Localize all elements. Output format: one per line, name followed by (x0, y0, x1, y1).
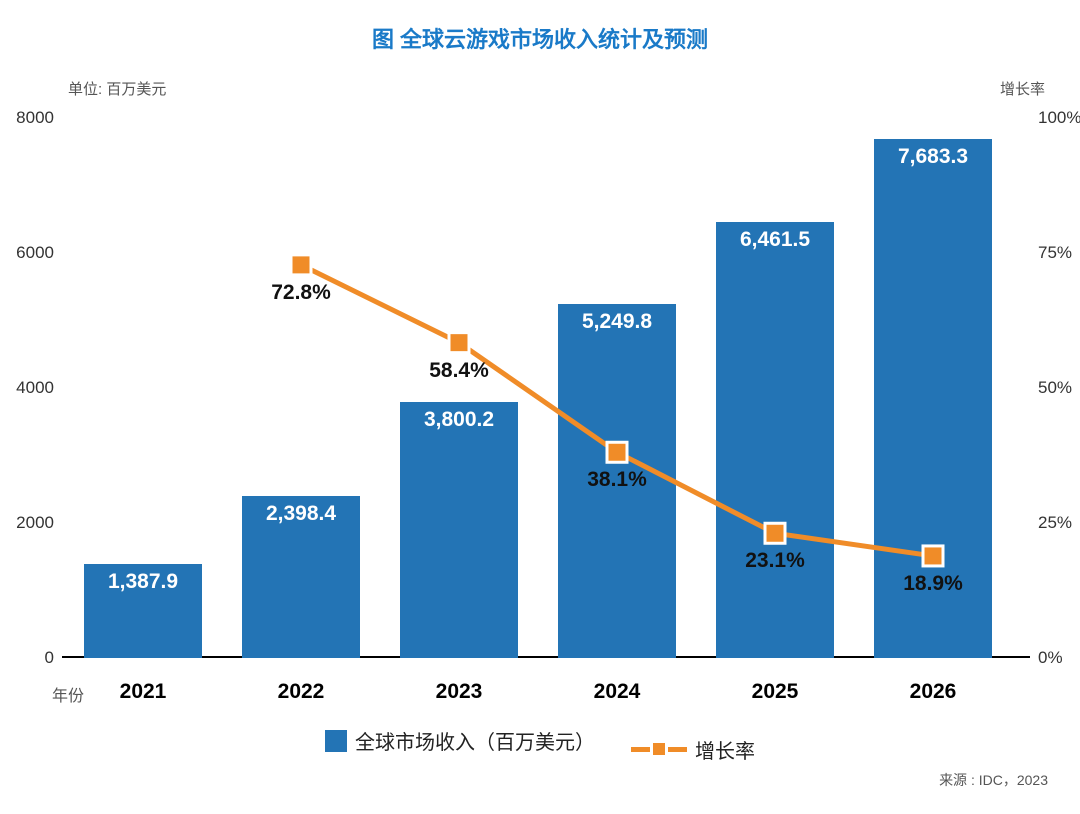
y-right-tick: 100% (1038, 108, 1080, 128)
y-right-tick: 50% (1038, 378, 1072, 398)
growth-line (301, 265, 933, 556)
legend-item: 全球市场收入（百万美元） (325, 726, 595, 755)
y-right-tick: 75% (1038, 243, 1072, 263)
growth-value-label: 23.1% (745, 549, 805, 573)
y-left-tick: 0 (0, 648, 54, 668)
x-category-label: 2021 (120, 680, 167, 704)
growth-value-label: 72.8% (271, 281, 331, 305)
growth-marker (449, 333, 469, 353)
legend: 全球市场收入（百万美元） 增长率 (0, 726, 1080, 764)
y-left-tick: 8000 (0, 108, 54, 128)
x-category-label: 2025 (752, 680, 799, 704)
chart-title: 图 全球云游戏市场收入统计及预测 (0, 0, 1080, 54)
y-right-tick: 0% (1038, 648, 1063, 668)
legend-swatch-bar (325, 730, 347, 752)
unit-left-label: 单位: 百万美元 (68, 78, 166, 99)
chart-area: 1,387.92,398.43,800.25,249.86,461.57,683… (62, 118, 1030, 658)
growth-value-label: 18.9% (903, 572, 963, 596)
x-category-label: 2026 (910, 680, 957, 704)
growth-marker (607, 442, 627, 462)
x-category-label: 2024 (594, 680, 641, 704)
y-left-tick: 4000 (0, 378, 54, 398)
growth-value-label: 58.4% (429, 359, 489, 383)
growth-marker (765, 523, 785, 543)
legend-swatch-line (631, 740, 687, 758)
x-axis-labels: 2021 2022 2023 2024 2025 2026 (62, 680, 1030, 710)
growth-value-label: 38.1% (587, 468, 647, 492)
y-right-tick: 25% (1038, 513, 1072, 533)
legend-label: 增长率 (695, 735, 755, 764)
x-category-label: 2023 (436, 680, 483, 704)
y-left-tick: 6000 (0, 243, 54, 263)
x-category-label: 2022 (278, 680, 325, 704)
source-label: 来源 : IDC，2023 (939, 770, 1048, 790)
legend-label: 全球市场收入（百万美元） (355, 726, 595, 755)
growth-marker (291, 255, 311, 275)
year-caption: 年份 (52, 682, 84, 706)
legend-item: 增长率 (631, 735, 755, 764)
growth-marker (923, 546, 943, 566)
y-left-tick: 2000 (0, 513, 54, 533)
growth-line-layer (62, 118, 1030, 658)
unit-right-label: 增长率 (1000, 78, 1045, 99)
plot-region: 1,387.92,398.43,800.25,249.86,461.57,683… (62, 118, 1030, 658)
